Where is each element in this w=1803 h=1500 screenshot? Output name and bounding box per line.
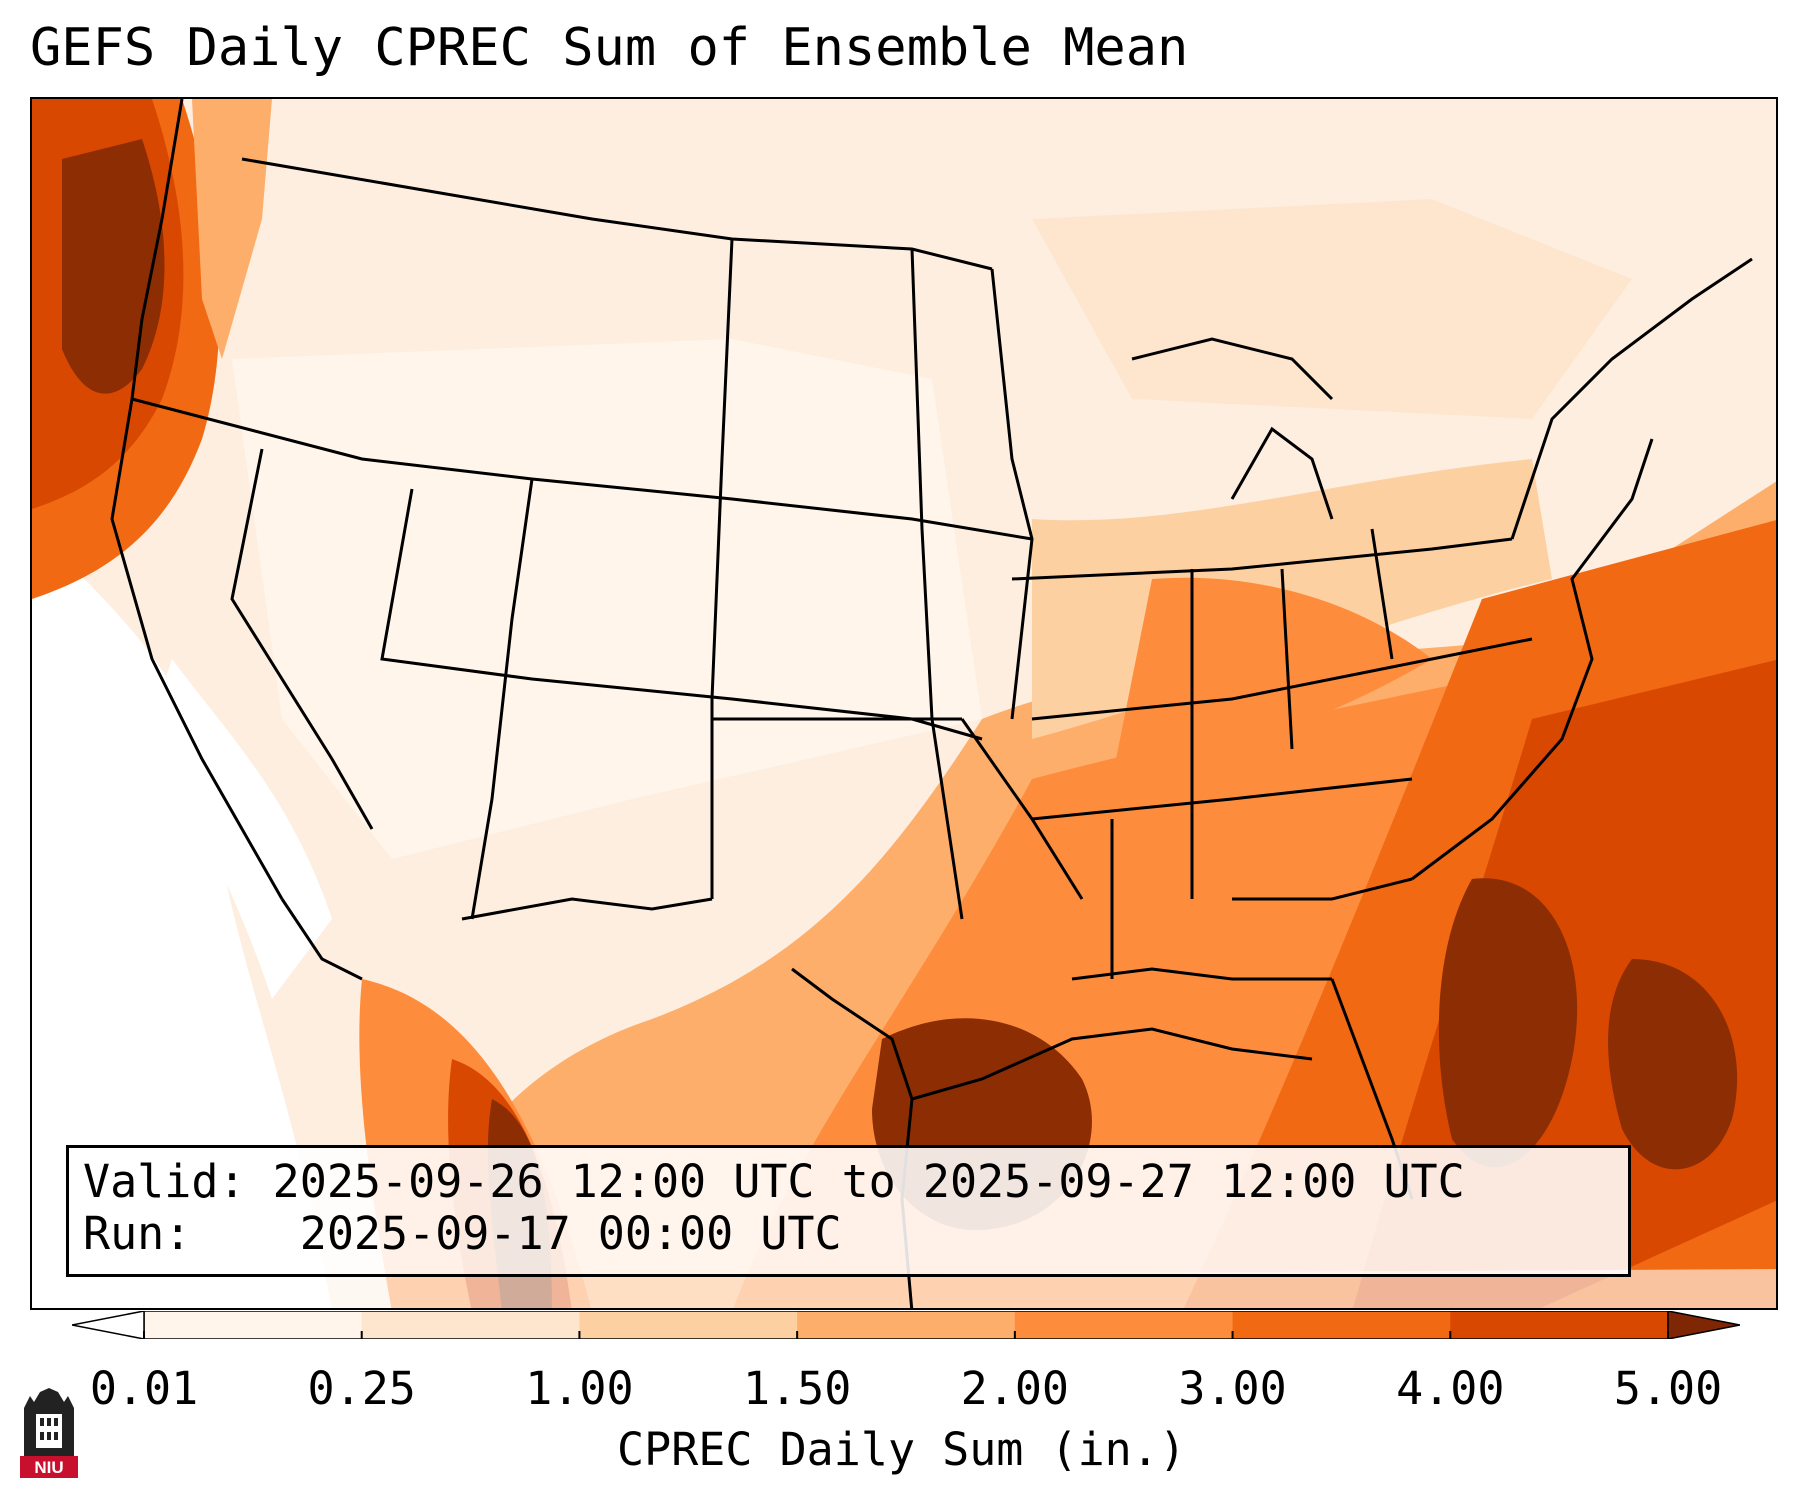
colorbar-over-arrow xyxy=(1667,1311,1740,1339)
colorbar-segment xyxy=(361,1311,580,1339)
colorbar-tick-label: 1.50 xyxy=(742,1362,852,1415)
precip-field xyxy=(32,99,1776,1308)
map-title: GEFS Daily CPREC Sum of Ensemble Mean xyxy=(30,18,1189,78)
svg-text:NIU: NIU xyxy=(34,1458,63,1477)
colorbar-segment xyxy=(1014,1311,1234,1339)
map-canvas xyxy=(32,99,1776,1308)
colorbar-segment xyxy=(579,1311,798,1339)
run-label: Run: xyxy=(83,1207,192,1260)
validity-info-box: Valid: 2025-09-26 12:00 UTC to 2025-09-2… xyxy=(66,1145,1631,1277)
colorbar-segment xyxy=(144,1311,363,1339)
colorbar-tick-label: 3.00 xyxy=(1178,1362,1287,1415)
precipitation-map xyxy=(30,97,1778,1310)
valid-label: Valid: xyxy=(83,1155,246,1208)
state-boundaries xyxy=(110,99,1753,1308)
colorbar-under-arrow xyxy=(72,1311,145,1339)
colorbar-tick-label: 5.00 xyxy=(1613,1362,1723,1415)
colorbar-segment xyxy=(1232,1311,1451,1339)
colorbar-segment xyxy=(797,1311,1016,1339)
colorbar-tick-label: 4.00 xyxy=(1396,1362,1505,1415)
colorbar-label: CPREC Daily Sum (in.) xyxy=(617,1423,1186,1476)
niu-logo-icon: NIU xyxy=(20,1388,78,1478)
colorbar-tick-label: 1.00 xyxy=(525,1362,634,1415)
colorbar-tick-label: 2.00 xyxy=(960,1362,1070,1415)
run-value: 2025-09-17 00:00 UTC xyxy=(299,1207,842,1260)
colorbar-tick-label: 0.01 xyxy=(89,1362,199,1415)
colorbar-segment xyxy=(1450,1311,1669,1339)
colorbar xyxy=(72,1311,1740,1339)
colorbar-tick-label: 0.25 xyxy=(307,1362,416,1415)
valid-value: 2025-09-26 12:00 UTC to 2025-09-27 12:00… xyxy=(272,1155,1465,1208)
